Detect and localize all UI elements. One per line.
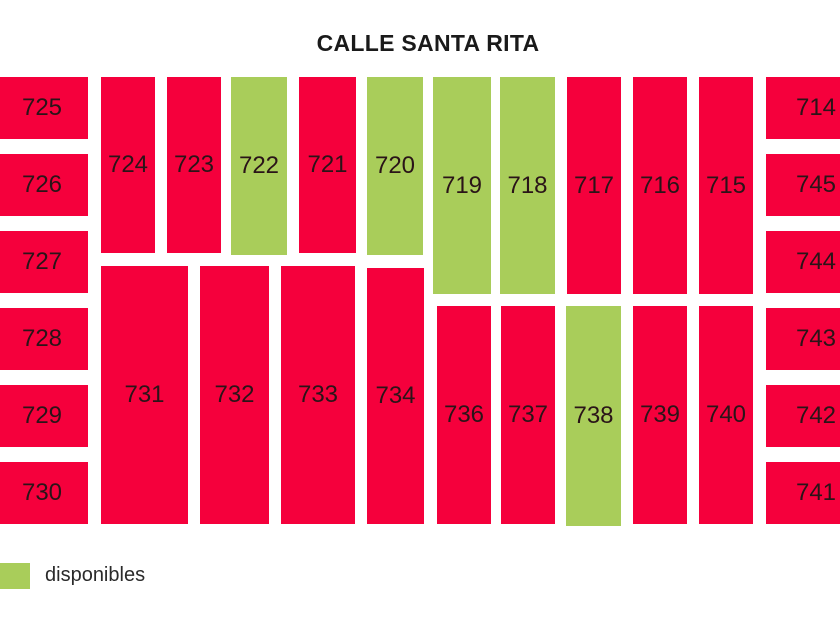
lot-739: 739 bbox=[633, 306, 687, 524]
lot-718: 718 bbox=[500, 77, 555, 294]
lot-724: 724 bbox=[101, 77, 155, 253]
legend-swatch-available bbox=[0, 563, 30, 589]
lot-717: 717 bbox=[567, 77, 621, 294]
lot-726: 726 bbox=[0, 154, 88, 216]
lot-731: 731 bbox=[101, 266, 188, 524]
lot-727: 727 bbox=[0, 231, 88, 293]
lot-732: 732 bbox=[200, 266, 269, 524]
lot-728: 728 bbox=[0, 308, 88, 370]
lot-715: 715 bbox=[699, 77, 753, 294]
lot-721: 721 bbox=[299, 77, 356, 253]
lot-720: 720 bbox=[367, 77, 423, 255]
lot-722: 722 bbox=[231, 77, 287, 255]
lot-745: 745 bbox=[766, 154, 840, 216]
lot-741: 741 bbox=[766, 462, 840, 524]
lot-725: 725 bbox=[0, 77, 88, 139]
lot-714: 714 bbox=[766, 77, 840, 139]
lot-736: 736 bbox=[437, 306, 491, 524]
lot-730: 730 bbox=[0, 462, 88, 524]
lot-723: 723 bbox=[167, 77, 221, 253]
lot-733: 733 bbox=[281, 266, 355, 524]
lot-719: 719 bbox=[433, 77, 491, 294]
lot-740: 740 bbox=[699, 306, 753, 524]
lot-737: 737 bbox=[501, 306, 555, 524]
lot-716: 716 bbox=[633, 77, 687, 294]
lot-729: 729 bbox=[0, 385, 88, 447]
legend-label-available: disponibles bbox=[45, 564, 146, 586]
lot-743: 743 bbox=[766, 308, 840, 370]
lot-734: 734 bbox=[367, 268, 424, 524]
lot-744: 744 bbox=[766, 231, 840, 293]
street-title: CALLE SANTA RITA bbox=[316, 30, 540, 56]
lot-742: 742 bbox=[766, 385, 840, 447]
lot-738: 738 bbox=[566, 306, 621, 526]
